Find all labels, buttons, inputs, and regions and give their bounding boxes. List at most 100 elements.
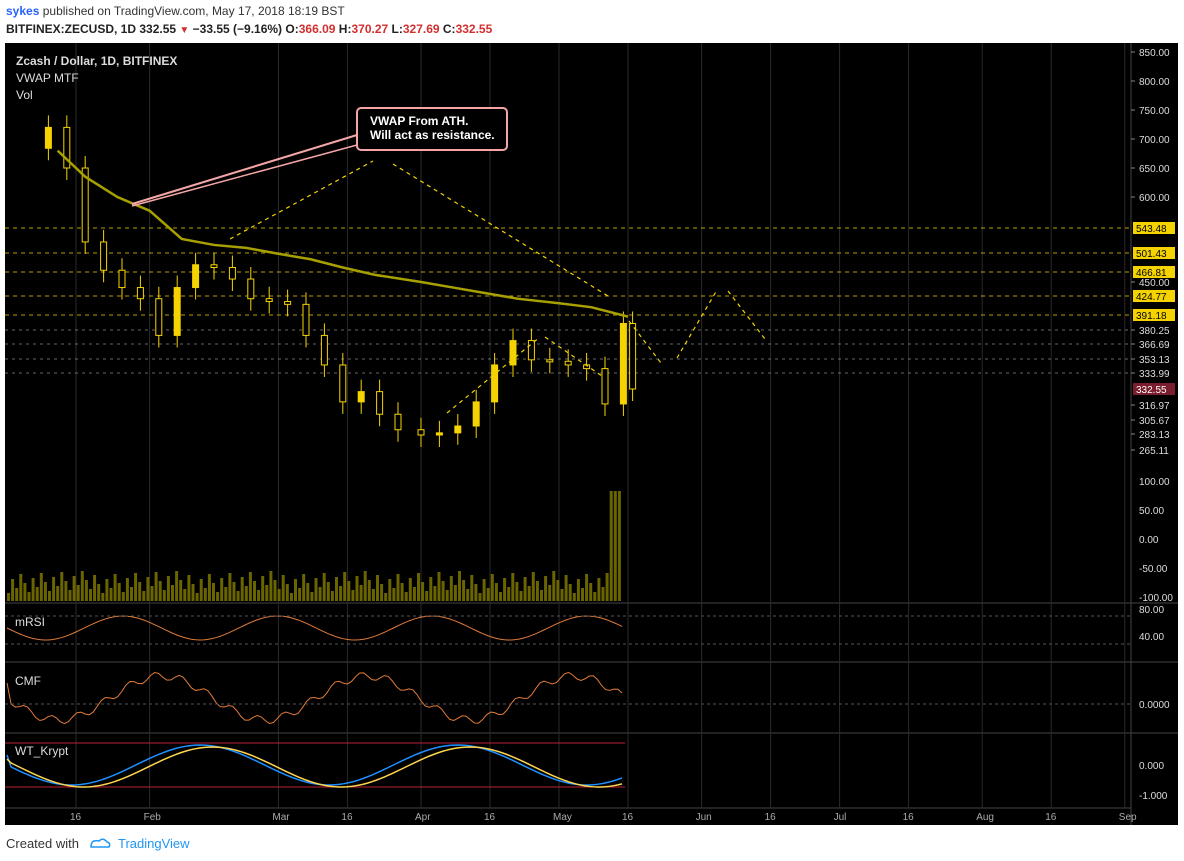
volume-bar [540, 590, 543, 601]
volume-bar [15, 588, 19, 601]
candle-body [247, 278, 255, 300]
volume-bar [343, 572, 347, 601]
volume-bar [117, 583, 121, 601]
volume-bar [199, 579, 203, 601]
candle-body [417, 429, 425, 436]
volume-bar [453, 585, 457, 601]
volume-bar [609, 491, 613, 601]
volume-bar [339, 586, 343, 601]
projection-line-3 [628, 320, 662, 364]
volume-bar [314, 578, 318, 601]
volume-bar [523, 577, 527, 601]
volume-bar [142, 591, 146, 601]
volume-bar [195, 593, 199, 601]
vol-tick-label: -50.00 [1139, 564, 1168, 575]
high-value: 370.27 [351, 22, 389, 36]
volume-bar [306, 583, 310, 601]
volume-bar [310, 592, 314, 601]
volume-bar [248, 572, 252, 601]
volume-bar [158, 581, 162, 601]
candle-body [118, 269, 126, 289]
volume-bar [507, 587, 511, 601]
volume-bar [203, 588, 207, 601]
volume-bar [322, 573, 326, 601]
volume-bar [162, 590, 166, 601]
candle-body [192, 264, 200, 289]
time-tick-label: 16 [341, 812, 353, 823]
author-name[interactable]: sykes [6, 4, 40, 18]
volume-bar [560, 589, 564, 601]
volume-bar [552, 571, 556, 601]
candle-body [155, 298, 163, 336]
candle-body [265, 298, 273, 303]
close-value: 332.55 [455, 22, 493, 36]
volume-bar [412, 587, 416, 601]
volume-bar [404, 592, 408, 601]
candle-body [546, 359, 554, 363]
publish-line: sykes published on TradingView.com, May … [6, 4, 345, 18]
annotation-line-2: Will act as resistance. [370, 128, 495, 142]
price-tick-label: 650.00 [1139, 164, 1170, 175]
volume-bar [445, 590, 449, 601]
price-tick-label: 316.97 [1139, 401, 1170, 412]
volume-bar [466, 589, 470, 601]
volume-bar [72, 576, 76, 601]
time-tick-label: 16 [1045, 812, 1057, 823]
volume-bar [335, 577, 338, 601]
volume-bar [187, 575, 191, 601]
price-tick-label: 750.00 [1139, 106, 1170, 117]
volume-bar [298, 588, 302, 601]
ohlc-line: BITFINEX:ZECUSD, 1D 332.55 ▼ −33.55 (−9.… [6, 22, 492, 36]
volume-bar [125, 578, 129, 601]
time-tick-label: Jun [696, 812, 712, 823]
time-tick-label: 16 [70, 812, 82, 823]
tradingview-logo-icon [89, 837, 111, 852]
volume-bar [425, 591, 429, 601]
volume-bar [207, 574, 211, 601]
candle-body [320, 334, 328, 366]
publish-info: published on TradingView.com, May 17, 20… [42, 4, 345, 18]
price-chart[interactable]: 850.00 800.00 750.00 700.00 650.00 600.00 450.… [5, 43, 1178, 825]
price-tick-label: 600.00 [1139, 193, 1170, 204]
time-tick-label: 16 [765, 812, 777, 823]
candle-body [100, 241, 108, 271]
time-tick-label: 16 [903, 812, 915, 823]
volume-bar [224, 587, 228, 601]
candle-body [435, 432, 443, 436]
volume-bar [593, 592, 597, 601]
volume-bar [269, 571, 273, 601]
rsi-tick-label: 40.00 [1139, 632, 1164, 643]
candle-body [619, 322, 627, 405]
volume-bar [527, 586, 531, 601]
volume-bar [19, 574, 23, 601]
level-tag-label: 424.77 [1136, 292, 1167, 303]
volume-bar [281, 575, 285, 601]
volume-bar [68, 590, 72, 601]
time-tick-label: Jul [834, 812, 847, 823]
annotation-line-1: VWAP From ATH. [370, 114, 469, 128]
volume-bar [384, 593, 388, 601]
symbol-label: BITFINEX:ZECUSD, 1D [6, 22, 137, 36]
tradingview-brand[interactable]: TradingView [118, 836, 190, 851]
time-tick-label: 16 [622, 812, 634, 823]
vwap-legend: VWAP MTF [16, 71, 79, 85]
volume-bar [589, 583, 593, 601]
volume-bar [601, 587, 605, 601]
price-tick-label: 366.69 [1139, 340, 1170, 351]
volume-bar [175, 571, 179, 601]
vol-tick-label: 0.00 [1139, 535, 1159, 546]
callout-pointer [131, 134, 358, 205]
close-label: C: [442, 22, 456, 36]
volume-bar [138, 582, 142, 601]
volume-bar [535, 581, 539, 601]
last-price-tag-label: 332.55 [1136, 385, 1167, 396]
volume-bar [134, 573, 138, 601]
candle-body [491, 364, 499, 403]
volume-bar [396, 574, 400, 601]
volume-bar [60, 572, 64, 601]
price-change: −33.55 (−9.16%) [192, 22, 283, 36]
candle-body [63, 126, 71, 169]
volume-bar [166, 576, 170, 601]
volume-bar [232, 582, 236, 601]
volume-bar [265, 585, 269, 601]
